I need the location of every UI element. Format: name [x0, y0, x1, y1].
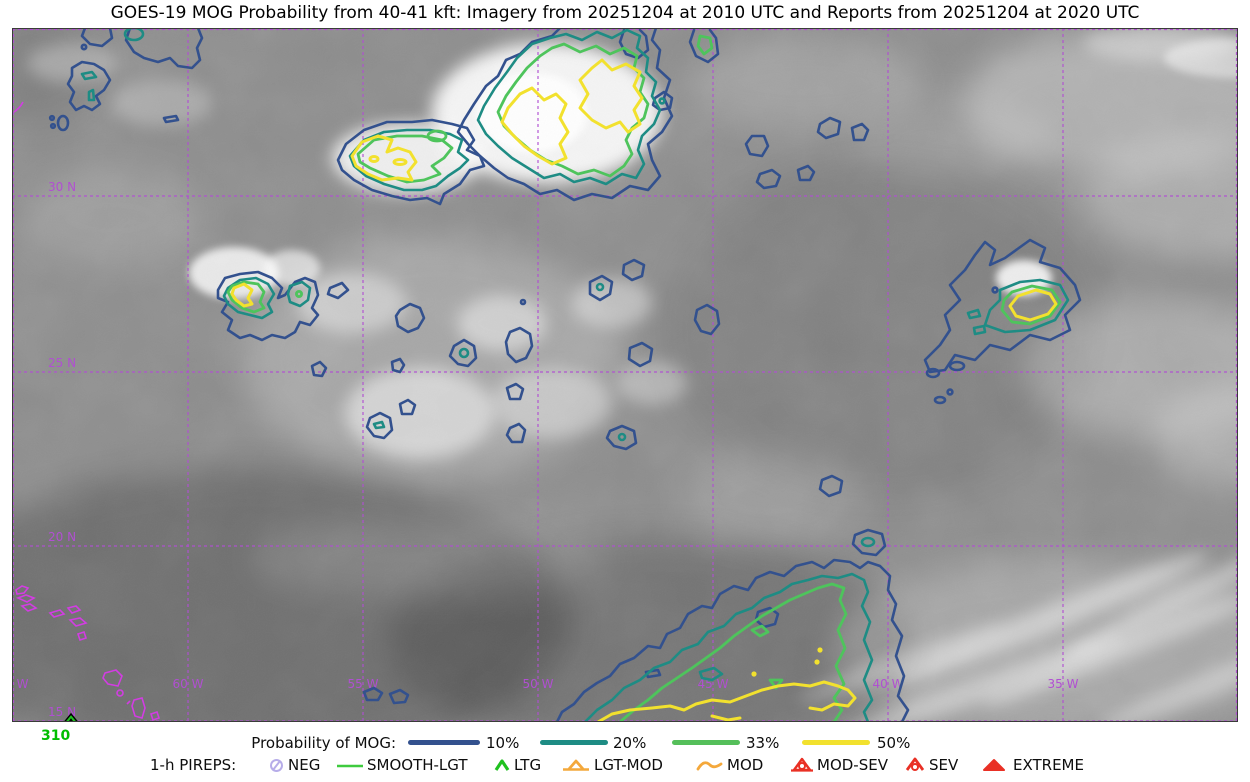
- pireps-legend-title: 1-h PIREPS:: [150, 756, 237, 774]
- lon-label: 55 W: [348, 677, 379, 691]
- prob-33-line-swatch: [672, 740, 740, 745]
- pirep-mod-sev-label: MOD-SEV: [817, 756, 888, 774]
- pirep-sev-label: SEV: [929, 756, 959, 774]
- map-layers: 30 N 25 N 20 N 15 N 65 W 60 W 55 W 50 W …: [12, 28, 1238, 722]
- mod-sev-triangle-circle-icon: [791, 757, 813, 772]
- lon-label: 40 W: [873, 677, 904, 691]
- pirep-neg-label: NEG: [288, 756, 321, 774]
- pirep-smooth-lgt-label: SMOOTH-LGT: [367, 756, 468, 774]
- map-border: [12, 28, 1238, 722]
- mod-caret-icon: [696, 761, 723, 771]
- contours-50pct: [230, 58, 1058, 722]
- coastlines: [13, 101, 161, 722]
- grid-labels: 30 N 25 N 20 N 15 N 65 W 60 W 55 W 50 W …: [12, 180, 1079, 719]
- prob-50-label: 50%: [877, 734, 911, 752]
- satellite-map: 30 N 25 N 20 N 15 N 65 W 60 W 55 W 50 W …: [12, 28, 1238, 722]
- ltg-caret-icon: [494, 759, 510, 771]
- probability-legend-title: Probability of MOG:: [251, 734, 396, 752]
- pirep-ltg-label: LTG: [514, 756, 542, 774]
- neg-circle-slash-icon: [270, 759, 283, 772]
- lon-label: 45 W: [698, 677, 729, 691]
- prob-10-label: 10%: [486, 734, 520, 752]
- lat-label: 25 N: [48, 356, 76, 370]
- smooth-lgt-line-icon: [337, 764, 363, 768]
- prob-33-label: 33%: [746, 734, 780, 752]
- lon-label: 35 W: [1048, 677, 1079, 691]
- extreme-filled-triangle-icon: [983, 759, 1005, 771]
- lat-label: 20 N: [48, 530, 76, 544]
- lat-label: 30 N: [48, 180, 76, 194]
- pirep-lgt-mod-label: LGT-MOD: [594, 756, 663, 774]
- lon-label: 60 W: [173, 677, 204, 691]
- contours-33pct: [226, 34, 1062, 722]
- contours-10pct: [48, 28, 1082, 722]
- satellite-map-image: 30 N 25 N 20 N 15 N 65 W 60 W 55 W 50 W …: [12, 28, 1238, 722]
- sev-caret-circle-icon: [905, 757, 925, 771]
- prob-20-line-swatch: [540, 740, 608, 745]
- prob-20-label: 20%: [613, 734, 647, 752]
- lon-label: 50 W: [523, 677, 554, 691]
- lon-label: 65 W: [12, 677, 29, 691]
- contours-20pct: [80, 28, 1070, 722]
- cloud-field: [12, 28, 1238, 722]
- pirep-mod-label: MOD: [727, 756, 764, 774]
- lgt-mod-caret-baseline-icon: [563, 759, 589, 771]
- page-title: GOES-19 MOG Probability from 40-41 kft: …: [110, 3, 1140, 23]
- map-pirep-ltg-symbol: [63, 712, 79, 722]
- pirep-extreme-label: EXTREME: [1013, 756, 1084, 774]
- pirep-flight-level-label: 310: [41, 728, 71, 744]
- prob-10-line-swatch: [408, 740, 480, 745]
- prob-50-line-swatch: [802, 740, 870, 745]
